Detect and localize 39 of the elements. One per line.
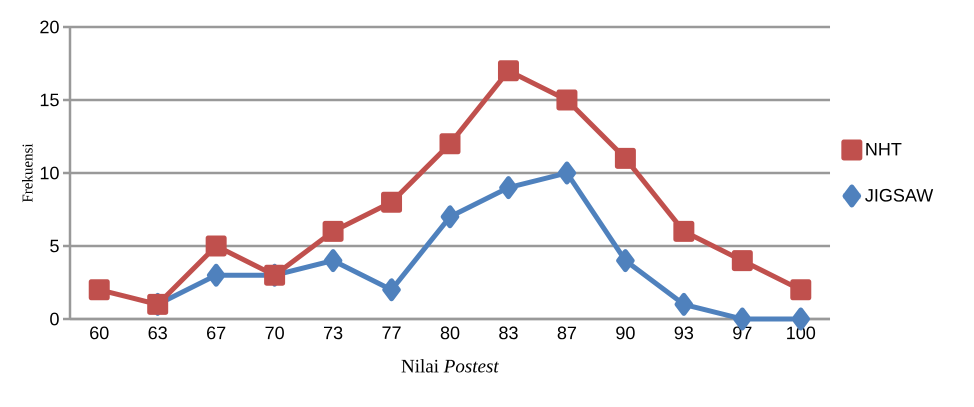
legend-label: JIGSAW [865,188,934,202]
x-tick-label: 87 [558,326,576,340]
x-tick-label: 80 [440,326,460,340]
y-tick-label: 5 [50,240,59,252]
x-tick-label: 93 [674,326,694,340]
y-tick-label: 15 [40,94,59,106]
x-tick-label: 90 [616,326,635,340]
point [206,264,226,287]
x-tick-label: 77 [382,326,401,339]
point [206,236,227,256]
point [616,249,635,272]
point [440,205,460,228]
point [674,292,694,316]
point [498,60,519,82]
point [790,279,812,300]
y-axis-title: Frekuensi [22,144,33,202]
point [324,249,342,272]
x-tick-label: 73 [324,326,342,340]
y-tick-label: 10 [40,166,59,180]
y-tick-label: 0 [50,312,59,326]
point [382,278,401,302]
x-tick-label: 67 [207,326,226,340]
point [88,279,110,300]
point [556,90,578,110]
point [558,162,576,184]
x-tick-label: 70 [266,326,284,340]
legend-label: NHT [866,143,902,156]
x-tick-label: 83 [499,326,518,340]
x-axis-title: Nilai Postest [402,359,500,373]
point [381,192,402,213]
point [322,220,344,242]
point [499,176,518,200]
point [614,148,636,169]
point [732,250,753,272]
point [440,133,461,154]
x-tick-label: 63 [148,326,167,340]
x-tick-label: 60 [90,326,109,340]
y-tick-label: 20 [40,20,59,34]
point [673,220,694,242]
